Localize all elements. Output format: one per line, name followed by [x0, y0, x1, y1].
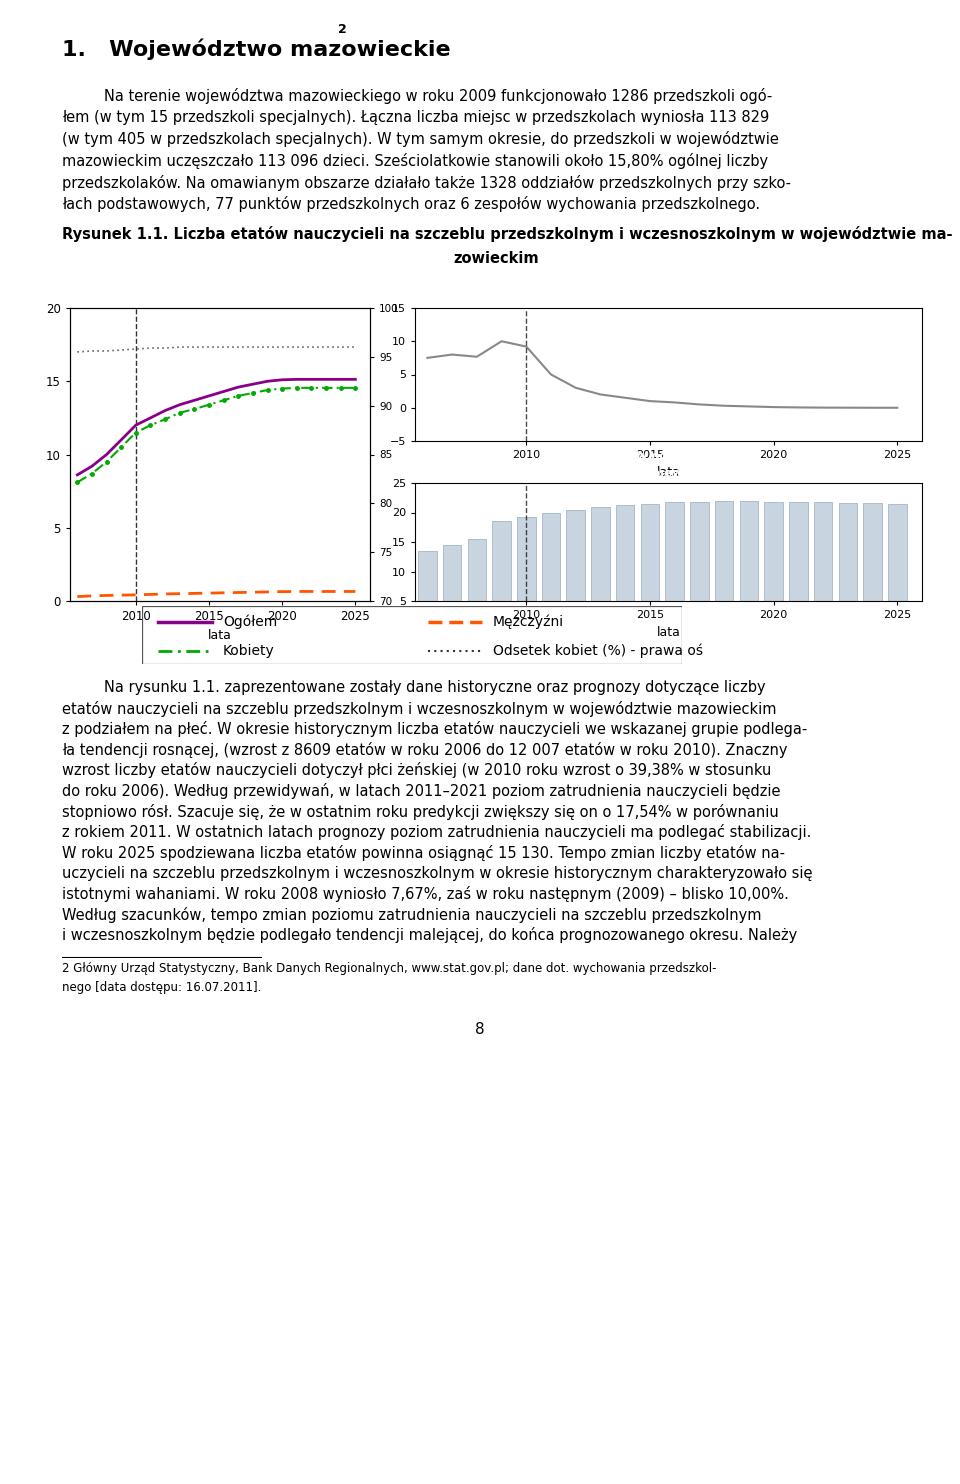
Text: i wczesnoszkolnym będzie podlegało tendencji malejącej, do końca prognozowanego : i wczesnoszkolnym będzie podlegało tende… — [62, 928, 797, 944]
Text: 8: 8 — [475, 1021, 485, 1036]
Text: (w tym 405 w przedszkolach specjalnych). W tym samym okresie, do przedszkoli w w: (w tym 405 w przedszkolach specjalnych).… — [62, 131, 779, 147]
Text: istotnymi wahaniami. W roku 2008 wyniosło 7,67%, zaś w roku następnym (2009) – b: istotnymi wahaniami. W roku 2008 wyniosł… — [62, 886, 789, 902]
Bar — [814, 503, 832, 631]
Bar — [739, 502, 758, 631]
Bar — [888, 503, 906, 631]
Bar — [838, 503, 857, 631]
Text: uczycieli na szczeblu przedszkolnym i wczesnoszkolnym w okresie historycznym cha: uczycieli na szczeblu przedszkolnym i wc… — [62, 865, 812, 880]
Text: Tempo zmian (%): Tempo zmian (%) — [609, 291, 729, 304]
Bar — [690, 502, 708, 631]
Bar — [591, 506, 610, 631]
Text: ła tendencji rosnącej, (wzrost z 8609 etatów w roku 2006 do 12 007 etatów w roku: ła tendencji rosnącej, (wzrost z 8609 et… — [62, 742, 787, 758]
Bar — [492, 521, 511, 631]
Text: Odsetek kobiet (%) - prawa oś: Odsetek kobiet (%) - prawa oś — [493, 644, 703, 659]
Text: mazowieckim uczęszczało 113 096 dzieci. Sześciolatkowie stanowili około 15,80% o: mazowieckim uczęszczało 113 096 dzieci. … — [62, 153, 768, 169]
Bar — [616, 505, 635, 631]
Text: z podziałem na płeć. W okresie historycznym liczba etatów nauczycieli we wskazan: z podziałem na płeć. W okresie historycz… — [62, 721, 807, 738]
Text: Na rysunku 1.1. zaprezentowane zostały dane historyczne oraz prognozy dotyczące : Na rysunku 1.1. zaprezentowane zostały d… — [104, 680, 765, 695]
Text: Według szacunków, tempo zmian poziomu zatrudnienia nauczycieli na szczeblu przed: Według szacunków, tempo zmian poziomu za… — [62, 907, 761, 923]
Text: W roku 2025 spodziewana liczba etatów powinna osiągnąć 15 130. Tempo zmian liczb: W roku 2025 spodziewana liczba etatów po… — [62, 844, 785, 861]
Text: Liczba etatów nauczycieli (tys.): Liczba etatów nauczycieli (tys.) — [109, 291, 330, 304]
Bar — [715, 502, 733, 631]
Text: do roku 2006). Według przewidywań, w latach 2011–2021 poziom zatrudnienia nauczy: do roku 2006). Według przewidywań, w lat… — [62, 784, 780, 798]
Bar — [419, 551, 437, 631]
Bar — [566, 509, 585, 631]
Bar — [640, 503, 660, 631]
Text: 2: 2 — [338, 22, 347, 36]
Text: łem (w tym 15 przedszkoli specjalnych). Łączna liczba miejsc w przedszkolach wyn: łem (w tym 15 przedszkoli specjalnych). … — [62, 110, 769, 125]
X-axis label: lata: lata — [208, 629, 232, 641]
Text: Kobiety: Kobiety — [223, 644, 275, 659]
Bar — [764, 502, 783, 631]
Bar — [665, 502, 684, 631]
Bar — [468, 539, 486, 631]
X-axis label: lata: lata — [657, 466, 681, 478]
Text: Ogółem: Ogółem — [223, 614, 277, 629]
Bar — [443, 545, 462, 631]
Text: zowieckim: zowieckim — [453, 251, 539, 266]
Bar — [517, 518, 536, 631]
Bar — [789, 503, 807, 631]
Text: wzrost liczby etatów nauczycieli dotyczył płci żeńskiej (w 2010 roku wzrost o 39: wzrost liczby etatów nauczycieli dotyczy… — [62, 763, 772, 779]
Text: łach podstawowych, 77 punktów przedszkolnych oraz 6 zespołów wychowania przedszk: łach podstawowych, 77 punktów przedszkol… — [62, 196, 760, 212]
Bar — [863, 503, 882, 631]
Text: Mężczyźni: Mężczyźni — [493, 614, 564, 629]
Text: 1.   Województwo mazowieckie: 1. Województwo mazowieckie — [62, 39, 450, 59]
Text: przedszkolaków. Na omawianym obszarze działało także 1328 oddziałów przedszkolny: przedszkolaków. Na omawianym obszarze dz… — [62, 175, 791, 190]
Text: z rokiem 2011. W ostatnich latach prognozy poziom zatrudnienia nauczycieli ma po: z rokiem 2011. W ostatnich latach progno… — [62, 824, 811, 840]
Text: 2 Główny Urząd Statystyczny, Bank Danych Regionalnych, www.stat.gov.pl; dane dot: 2 Główny Urząd Statystyczny, Bank Danych… — [62, 962, 716, 993]
X-axis label: lata: lata — [657, 626, 681, 638]
Bar — [541, 512, 561, 631]
Text: Rysunek 1.1. Liczba etatów nauczycieli na szczeblu przedszkolnym i wczesnoszkoln: Rysunek 1.1. Liczba etatów nauczycieli n… — [62, 226, 952, 242]
Text: stopniowo rósł. Szacuje się, że w ostatnim roku predykcji zwiększy się on o 17,5: stopniowo rósł. Szacuje się, że w ostatn… — [62, 804, 779, 819]
Text: Na terenie województwa mazowieckiego w roku 2009 funkcjonowało 1286 przedszkoli : Na terenie województwa mazowieckiego w r… — [104, 88, 772, 104]
Text: etatów nauczycieli na szczeblu przedszkolnym i wczesnoszkolnym w województwie ma: etatów nauczycieli na szczeblu przedszko… — [62, 700, 777, 717]
Text: Udział w ogólnej liczbie
etatów w województwie (%): Udział w ogólnej liczbie etatów w wojewó… — [576, 450, 761, 479]
